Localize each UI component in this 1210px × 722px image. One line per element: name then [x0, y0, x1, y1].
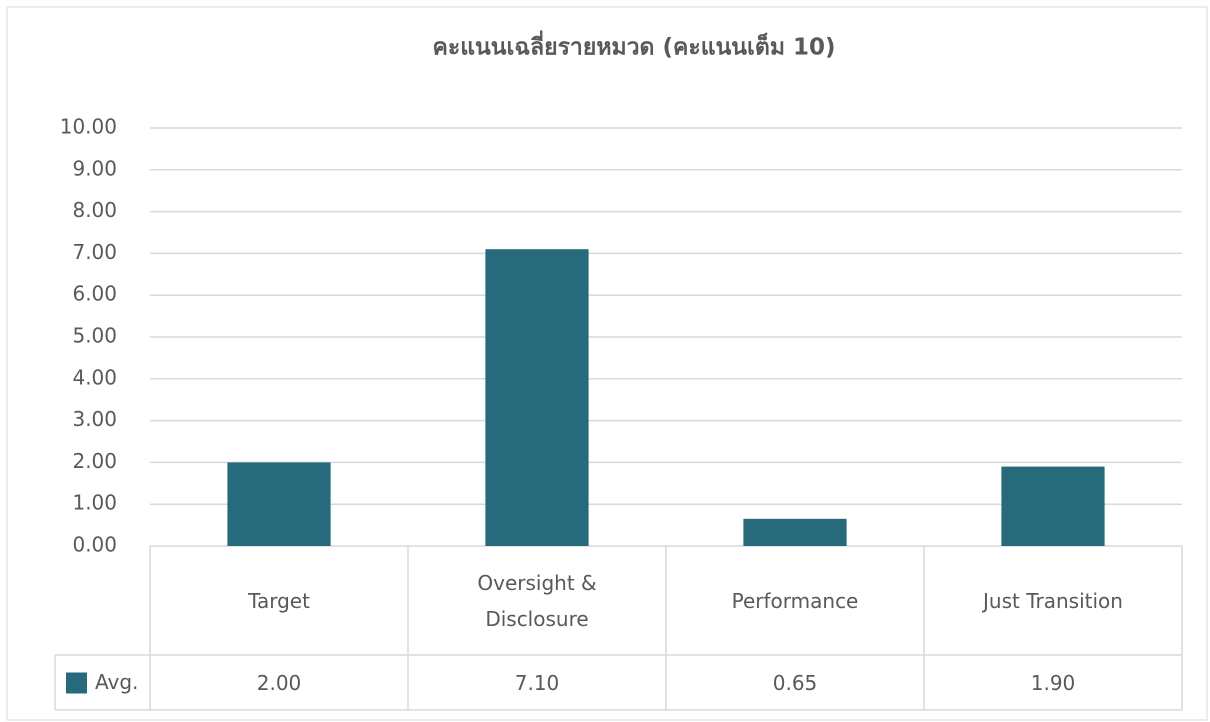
bar [227, 462, 331, 546]
x-tick-label: Just Transition [983, 588, 1123, 613]
y-tick-label: 2.00 [72, 449, 117, 473]
value-label: 1.90 [1030, 670, 1076, 695]
value-label: 7.10 [514, 670, 560, 695]
y-tick-label: 5.00 [72, 324, 117, 348]
y-tick-label: 0.00 [72, 533, 117, 557]
y-tick-label: 9.00 [72, 156, 117, 180]
y-tick-label: 10.00 [60, 115, 117, 139]
chart-border [6, 6, 1208, 721]
y-tick-label: 7.00 [72, 240, 117, 264]
x-tick-label: Oversight & Disclosure [477, 570, 597, 631]
y-tick-label: 1.00 [72, 491, 117, 515]
x-tick-label: Performance [731, 588, 859, 613]
y-tick-label: 3.00 [72, 407, 117, 431]
legend-swatch [66, 672, 87, 694]
value-label: 2.00 [256, 670, 302, 695]
y-tick-label: 6.00 [72, 282, 117, 306]
y-tick-label: 8.00 [72, 198, 117, 222]
x-tick-label: Target [248, 588, 310, 613]
bar [485, 249, 589, 546]
y-tick-label: 4.00 [72, 365, 117, 389]
bar [743, 518, 847, 546]
value-label: 0.65 [772, 670, 818, 695]
bar [1001, 466, 1105, 546]
legend-label: Avg. [95, 670, 138, 694]
chart-title: คะแนนเฉลี่ยรายหมวด (คะแนนเต็ม 10) [432, 30, 835, 61]
